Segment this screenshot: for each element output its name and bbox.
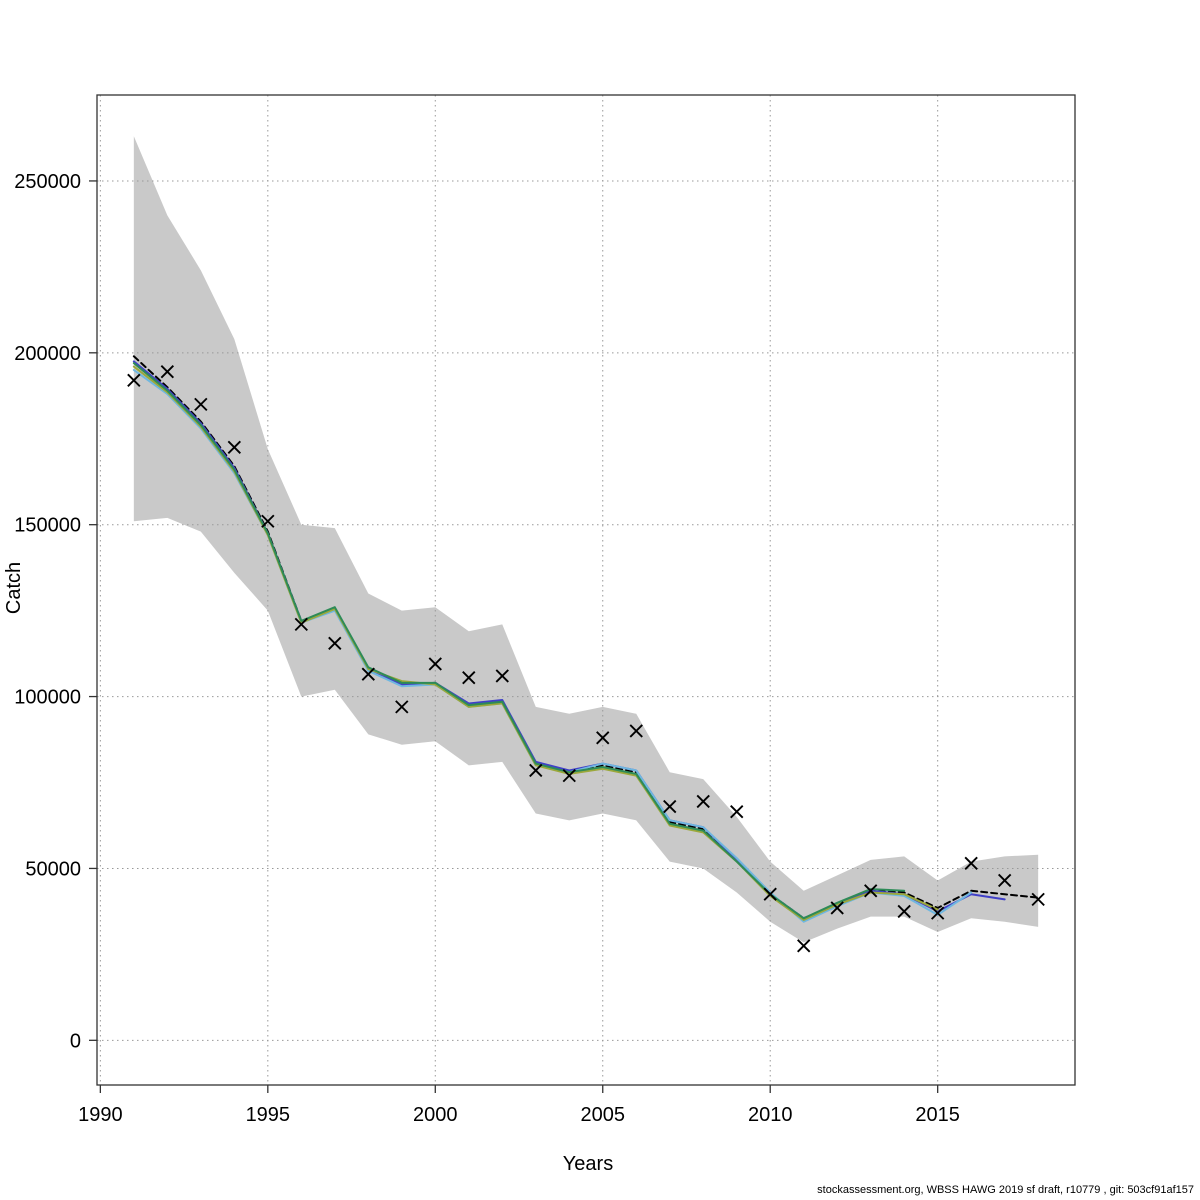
y-axis-label: Catch [3,562,25,614]
x-tick-label: 2015 [915,1104,960,1126]
y-tick-label: 0 [70,1030,81,1052]
x-tick-label: 2000 [413,1104,458,1126]
x-tick-label: 1995 [246,1104,291,1126]
gridlines [97,95,1075,1085]
axes: 1990 1995 2000 2005 2010 2015 0 50000 100000 1500… [14,94,1076,1126]
observed-catch-markers [127,365,1045,953]
x-axis-label: Years [563,1153,613,1175]
y-tick-label: 50000 [25,858,81,880]
x-tick-label: 2010 [748,1104,793,1126]
y-tick-label: 200000 [14,343,81,365]
footer-credit: stockassessment.org, WBSS HAWG 2019 sf d… [817,1184,1194,1196]
x-tick-label: 2005 [580,1104,625,1126]
series-fit-retro-green [132,362,906,920]
series-fit-final-dashed [132,355,1040,920]
y-tick-label: 150000 [14,515,81,537]
y-tick-label: 250000 [14,171,81,193]
band-polygon [133,136,1039,943]
fit-lines [132,355,1040,923]
confidence-band [133,136,1039,943]
x-tick-label: 1990 [78,1104,123,1126]
y-tick-label: 100000 [14,687,81,709]
